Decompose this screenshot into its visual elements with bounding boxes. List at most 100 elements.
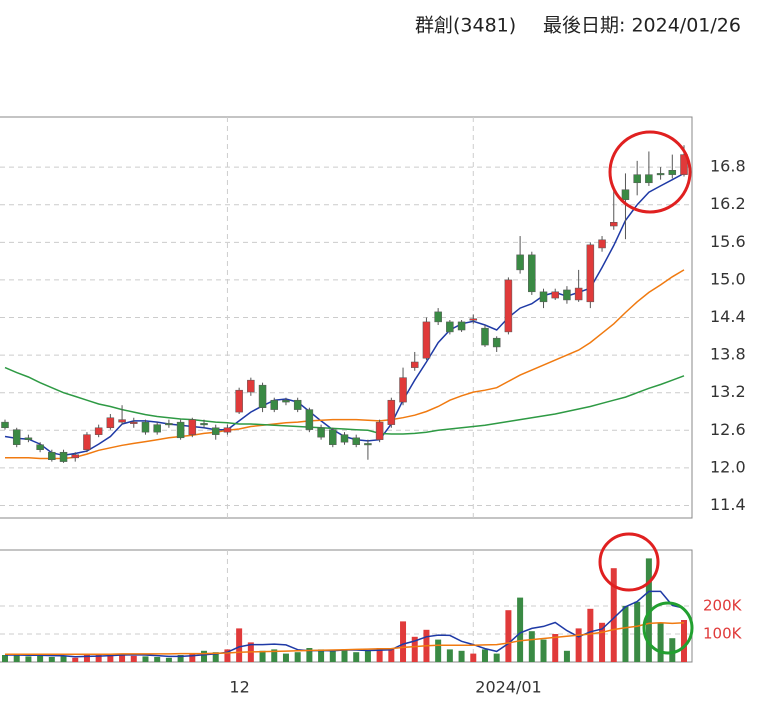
volume-bar [435, 639, 442, 662]
volume-bar [400, 621, 407, 662]
volume-bar [645, 558, 652, 662]
volume-bar [481, 649, 488, 662]
y-tick-label: 16.8 [710, 157, 746, 176]
candle-body [317, 427, 325, 438]
volume-bar [634, 601, 641, 662]
candle-body [1, 421, 9, 429]
volume-bar [552, 634, 559, 662]
candle-body [83, 434, 91, 450]
volume-bar [224, 649, 231, 662]
candle-body [282, 399, 290, 403]
candle-body [188, 419, 197, 435]
candle-body [399, 377, 407, 403]
volume-bar [458, 650, 465, 662]
volume-bar [189, 653, 196, 662]
y-tick-label: 15.0 [710, 269, 746, 288]
candle-body [270, 399, 279, 410]
candle-body [211, 427, 220, 435]
volume-bar [72, 657, 79, 662]
volume-bar [83, 655, 90, 662]
candle-body [387, 399, 396, 425]
volume-bar [177, 655, 184, 662]
volume-bar [388, 648, 395, 662]
volume-bar [271, 649, 278, 662]
chart-title: 群創(3481) [415, 15, 516, 37]
x-tick-label: 2024/01 [475, 678, 541, 697]
candle-body [247, 379, 255, 393]
volume-bar [119, 653, 126, 662]
annotation-circle [598, 532, 660, 592]
volume-bar [610, 568, 617, 662]
volume-bar [37, 655, 44, 662]
candle-body [528, 254, 536, 293]
volume-bar [130, 655, 137, 662]
candle-body [539, 291, 548, 303]
volume-bar [2, 655, 8, 662]
volume-bar [282, 653, 289, 662]
volume-bar [622, 606, 629, 662]
volume-bar [95, 654, 102, 662]
volume-bar [364, 650, 371, 662]
candle-body [106, 417, 115, 429]
candle-body [586, 244, 595, 303]
candle-body [130, 421, 138, 424]
volume-bar [60, 656, 67, 662]
candle-body [258, 384, 267, 408]
volume-bar [575, 628, 582, 662]
candle-body [223, 427, 232, 433]
y-tick-label: 12.6 [710, 420, 746, 439]
ma-line [5, 622, 685, 655]
candle-body [680, 154, 688, 175]
candle-body [621, 189, 630, 200]
y-tick-label: 200K [703, 597, 743, 615]
volume-bar [306, 648, 313, 662]
y-tick-label: 13.2 [710, 382, 746, 401]
candle-body [446, 321, 454, 333]
volume-bar [505, 610, 512, 662]
candle-body [516, 254, 524, 271]
volume-bar [411, 636, 418, 662]
volume-bar [142, 656, 149, 662]
y-tick-label: 11.4 [710, 495, 746, 514]
candle-body [492, 337, 501, 348]
candle-body [305, 409, 314, 430]
candle-body [469, 318, 478, 321]
candle-body [329, 429, 337, 445]
volume-bar [353, 652, 360, 662]
candle-body [375, 421, 384, 440]
candle-body [504, 279, 513, 333]
candle-body [551, 291, 559, 299]
volume-bar [376, 648, 383, 662]
y-tick-label: 15.6 [710, 232, 746, 251]
annotation-circle [608, 130, 692, 214]
candle-body [153, 424, 161, 433]
volume-bar [528, 631, 535, 662]
candle-body [94, 427, 103, 435]
chart-subtitle: 最後日期: 2024/01/26 [543, 15, 741, 37]
volume-bar [165, 657, 172, 662]
candle-body [118, 419, 126, 423]
candle-body [293, 399, 302, 410]
candle-body [422, 321, 431, 359]
volume-bar [657, 622, 664, 662]
candle-body [574, 287, 583, 301]
volume-bar [587, 608, 594, 662]
candle-body [598, 239, 606, 249]
candle-body [364, 443, 372, 446]
candle-body [176, 421, 185, 439]
volume-bar [540, 639, 547, 662]
volume-bar [681, 620, 687, 662]
volume-bar [599, 622, 606, 662]
candle-body [24, 437, 33, 440]
candle-body [59, 451, 68, 462]
candle-body [165, 423, 173, 426]
candle-body [235, 389, 243, 413]
candle-body [656, 173, 665, 176]
y-tick-label: 14.4 [710, 307, 746, 326]
ma-line [5, 590, 685, 658]
ma-line [5, 269, 685, 460]
candle-body [633, 174, 641, 184]
candle-body [36, 444, 44, 450]
candle-body [71, 454, 79, 459]
y-tick-label: 16.2 [710, 194, 746, 213]
